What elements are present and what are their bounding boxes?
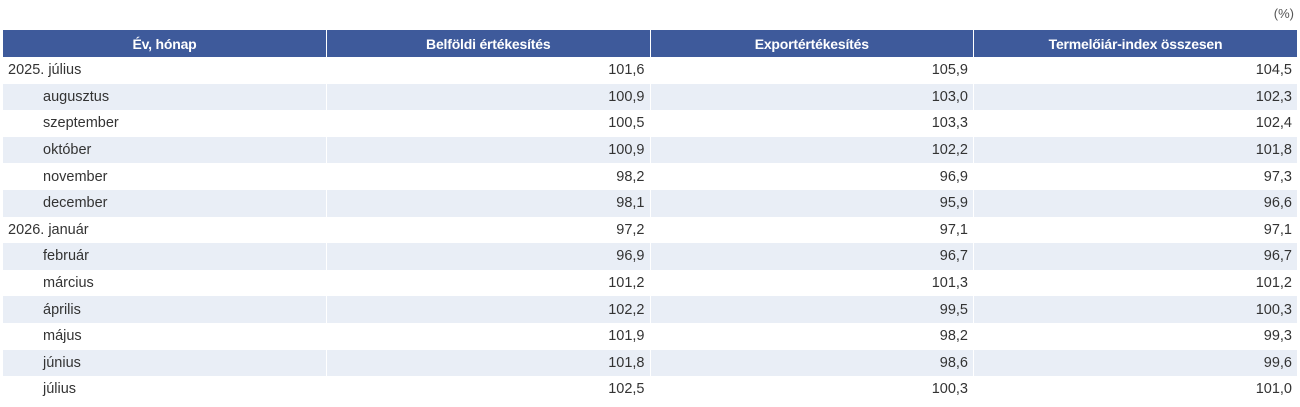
value-cell: 101,8 xyxy=(973,136,1297,164)
value-cell: 97,3 xyxy=(973,163,1297,190)
value-cell: 100,3 xyxy=(649,376,974,403)
value-cell: 95,9 xyxy=(649,189,974,217)
table-row: április 102,2 99,5 100,3 xyxy=(3,296,1297,323)
table-row: december 98,1 95,9 96,6 xyxy=(3,189,1297,217)
table-row: március 101,2 101,3 101,2 xyxy=(3,269,1297,297)
value-cell: 102,3 xyxy=(973,83,1297,111)
value-cell: 97,1 xyxy=(973,216,1297,244)
value-cell: 98,1 xyxy=(326,189,650,217)
value-cell: 100,3 xyxy=(973,296,1297,323)
value-cell: 104,5 xyxy=(973,57,1297,84)
value-cell: 100,5 xyxy=(326,110,650,137)
value-cell: 99,3 xyxy=(973,322,1297,350)
value-cell: 96,6 xyxy=(973,189,1297,217)
period-cell: május xyxy=(43,328,82,345)
period-cell: április xyxy=(3,296,327,323)
value-cell: 97,1 xyxy=(649,216,974,244)
value-cell: 101,8 xyxy=(326,349,650,377)
value-cell: 97,2 xyxy=(326,216,650,244)
table-row: augusztus 100,9 103,0 102,3 xyxy=(3,83,1297,111)
period-cell: szeptember xyxy=(43,115,119,132)
column-header: Belföldi értékesítés xyxy=(326,30,650,57)
table-row: május 101,9 98,2 99,3 xyxy=(3,322,1297,350)
table-row: október 100,9 102,2 101,8 xyxy=(3,136,1297,164)
value-cell: 102,5 xyxy=(326,376,650,403)
unit-label: (%) xyxy=(1273,6,1294,21)
column-header: Év, hónap xyxy=(3,30,327,57)
period-cell: július xyxy=(43,381,77,398)
value-cell: 98,6 xyxy=(649,349,974,377)
table-row: 2026. január 97,2 97,1 97,1 xyxy=(3,216,1297,244)
value-cell: 96,9 xyxy=(649,163,974,190)
value-cell: 102,2 xyxy=(649,136,974,164)
value-cell: 101,2 xyxy=(326,269,650,297)
data-table: Év, hónap Belföldi értékesítés Exportérték… xyxy=(3,30,1297,403)
table-body: 2025. július 101,6 105,9 104,5 augusztus 100,… xyxy=(3,57,1297,403)
value-cell: 103,3 xyxy=(649,110,974,137)
value-cell: 101,9 xyxy=(326,322,650,350)
period-cell: augusztus xyxy=(3,83,327,111)
value-cell: 96,9 xyxy=(326,243,650,270)
value-cell: 105,9 xyxy=(649,57,974,84)
table-row: július 102,5 100,3 101,0 xyxy=(3,376,1297,403)
value-cell: 103,0 xyxy=(649,83,974,111)
value-cell: 102,2 xyxy=(326,296,650,323)
value-cell: 98,2 xyxy=(649,322,974,350)
table-row: 2025. július 101,6 105,9 104,5 xyxy=(3,57,1297,84)
column-header: Exportértékesítés xyxy=(649,30,974,57)
period-cell: 2026. január xyxy=(8,221,89,238)
period-cell: június xyxy=(3,349,327,377)
period-cell: október xyxy=(3,136,327,164)
period-cell: március xyxy=(43,275,94,292)
value-cell: 102,4 xyxy=(973,110,1297,137)
period-cell: február xyxy=(3,243,327,270)
value-cell: 101,2 xyxy=(973,269,1297,297)
period-cell: december xyxy=(3,189,327,217)
value-cell: 99,5 xyxy=(649,296,974,323)
value-cell: 101,6 xyxy=(326,57,650,84)
value-cell: 96,7 xyxy=(649,243,974,270)
value-cell: 101,3 xyxy=(649,269,974,297)
value-cell: 100,9 xyxy=(326,83,650,111)
value-cell: 100,9 xyxy=(326,136,650,164)
table-row: november 98,2 96,9 97,3 xyxy=(3,163,1297,190)
table-row: szeptember 100,5 103,3 102,4 xyxy=(3,110,1297,137)
value-cell: 96,7 xyxy=(973,243,1297,270)
header-row: Év, hónap Belföldi értékesítés Exportérték… xyxy=(3,30,1297,57)
period-cell: november xyxy=(43,168,108,185)
column-header: Termelőiár-index összesen xyxy=(973,30,1297,57)
table-row: február 96,9 96,7 96,7 xyxy=(3,243,1297,270)
value-cell: 98,2 xyxy=(326,163,650,190)
value-cell: 101,0 xyxy=(973,376,1297,403)
value-cell: 99,6 xyxy=(973,349,1297,377)
period-cell: 2025. július xyxy=(8,62,82,79)
table-row: június 101,8 98,6 99,6 xyxy=(3,349,1297,377)
